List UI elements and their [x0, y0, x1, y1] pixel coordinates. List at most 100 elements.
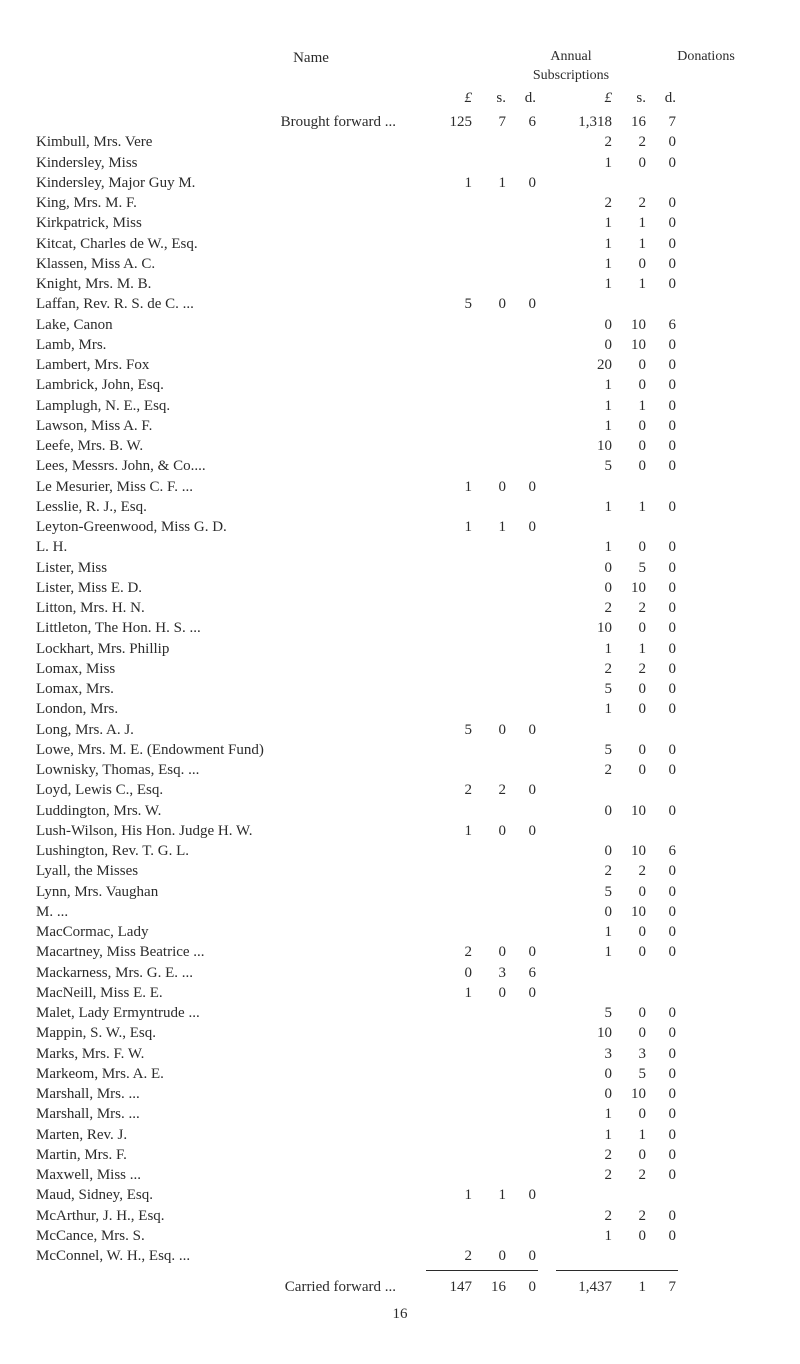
ledger-row: M. ...0100	[36, 902, 764, 922]
ledger-row: Kimbull, Mrs. Vere220	[36, 132, 764, 152]
entry-name: Laffan, Rev. R. S. de C. ...	[36, 294, 426, 314]
ledger-row: Lamplugh, N. E., Esq.110	[36, 396, 764, 416]
entry-name: Marks, Mrs. F. W.	[36, 1044, 426, 1064]
entry-name: L. H.	[36, 537, 426, 557]
header-d-2: d.	[646, 88, 676, 108]
ledger-row: Lushington, Rev. T. G. L.0106	[36, 841, 764, 861]
entry-name: Lake, Canon	[36, 315, 426, 335]
entry-name: Lynn, Mrs. Vaughan	[36, 882, 426, 902]
entry-name: McCance, Mrs. S.	[36, 1226, 426, 1246]
entry-name: McConnel, W. H., Esq. ...	[36, 1246, 426, 1266]
header-pound-2: £	[556, 88, 612, 108]
entry-name: Loyd, Lewis C., Esq.	[36, 780, 426, 800]
ledger-row: Lomax, Mrs.500	[36, 679, 764, 699]
entry-name: Lesslie, R. J., Esq.	[36, 497, 426, 517]
ledger-row: Lowe, Mrs. M. E. (Endowment Fund)500	[36, 740, 764, 760]
entry-name: Klassen, Miss A. C.	[36, 254, 426, 274]
entry-name: Lister, Miss E. D.	[36, 578, 426, 598]
entry-name: Leyton-Greenwood, Miss G. D.	[36, 517, 426, 537]
entry-name: King, Mrs. M. F.	[36, 193, 426, 213]
ledger-row: Lynn, Mrs. Vaughan500	[36, 882, 764, 902]
ledger-row: McArthur, J. H., Esq.220	[36, 1206, 764, 1226]
ledger-row: Lesslie, R. J., Esq.110	[36, 497, 764, 517]
ledger-row: Littleton, The Hon. H. S. ...1000	[36, 618, 764, 638]
totals-rule	[36, 1270, 764, 1271]
brought-forward-label: Brought forward ...	[36, 112, 426, 132]
entry-name: McArthur, J. H., Esq.	[36, 1206, 426, 1226]
entry-name: Lister, Miss	[36, 558, 426, 578]
entry-name: Lomax, Mrs.	[36, 679, 426, 699]
entry-name: Maxwell, Miss ...	[36, 1165, 426, 1185]
header-pound-1: £	[426, 88, 472, 108]
ledger-row: King, Mrs. M. F.220	[36, 193, 764, 213]
entry-name: Knight, Mrs. M. B.	[36, 274, 426, 294]
entry-name: Luddington, Mrs. W.	[36, 801, 426, 821]
brought-forward-row: Brought forward ... 125 7 6 1,318 16 7	[36, 112, 764, 132]
entry-name: Marten, Rev. J.	[36, 1125, 426, 1145]
entry-name: Malet, Lady Ermyntrude ...	[36, 1003, 426, 1023]
ledger-row: Laffan, Rev. R. S. de C. ...500	[36, 294, 764, 314]
entry-name: Markeom, Mrs. A. E.	[36, 1064, 426, 1084]
entry-name: Lamb, Mrs.	[36, 335, 426, 355]
ledger-row: Lownisky, Thomas, Esq. ...200	[36, 760, 764, 780]
ledger-row: McCance, Mrs. S.100	[36, 1226, 764, 1246]
ledger-rows: Kimbull, Mrs. Vere220Kindersley, Miss100…	[36, 132, 764, 1266]
entry-name: M. ...	[36, 902, 426, 922]
entry-name: Lush-Wilson, His Hon. Judge H. W.	[36, 821, 426, 841]
ledger-row: Knight, Mrs. M. B.110	[36, 274, 764, 294]
ledger-row: Lees, Messrs. John, & Co....500	[36, 456, 764, 476]
ledger-row: Le Mesurier, Miss C. F. ...100	[36, 477, 764, 497]
ledger-row: Kindersley, Miss100	[36, 153, 764, 173]
ledger-row: Luddington, Mrs. W.0100	[36, 801, 764, 821]
ledger-row: Loyd, Lewis C., Esq.220	[36, 780, 764, 800]
entry-name: Mappin, S. W., Esq.	[36, 1023, 426, 1043]
entry-name: Lockhart, Mrs. Phillip	[36, 639, 426, 659]
ledger-row: Lake, Canon0106	[36, 315, 764, 335]
header-name: Name	[36, 48, 506, 86]
entry-name: Mackarness, Mrs. G. E. ...	[36, 963, 426, 983]
ledger-row: L. H.100	[36, 537, 764, 557]
entry-name: Le Mesurier, Miss C. F. ...	[36, 477, 426, 497]
ledger-row: Marks, Mrs. F. W.330	[36, 1044, 764, 1064]
ledger-row: Lomax, Miss220	[36, 659, 764, 679]
entry-name: Kirkpatrick, Miss	[36, 213, 426, 233]
entry-name: Kindersley, Miss	[36, 153, 426, 173]
ledger-row: Malet, Lady Ermyntrude ...500	[36, 1003, 764, 1023]
ledger-row: Lockhart, Mrs. Phillip110	[36, 639, 764, 659]
ledger-row: Maxwell, Miss ...220	[36, 1165, 764, 1185]
ledger-row: Klassen, Miss A. C.100	[36, 254, 764, 274]
entry-name: London, Mrs.	[36, 699, 426, 719]
header-d-1: d.	[506, 88, 536, 108]
ledger-row: Mackarness, Mrs. G. E. ...036	[36, 963, 764, 983]
ledger-row: Lyall, the Misses220	[36, 861, 764, 881]
ledger-row: Lush-Wilson, His Hon. Judge H. W.100	[36, 821, 764, 841]
entry-name: Macartney, Miss Beatrice ...	[36, 942, 426, 962]
ledger-row: Mappin, S. W., Esq.1000	[36, 1023, 764, 1043]
header-donations: Donations	[636, 48, 776, 86]
ledger-row: McConnel, W. H., Esq. ...200	[36, 1246, 764, 1266]
ledger-row: MacNeill, Miss E. E.100	[36, 983, 764, 1003]
ledger-row: Lambert, Mrs. Fox2000	[36, 355, 764, 375]
ledger-row: Marshall, Mrs. ...0100	[36, 1084, 764, 1104]
entry-name: Lushington, Rev. T. G. L.	[36, 841, 426, 861]
entry-name: Marshall, Mrs. ...	[36, 1084, 426, 1104]
header-s-1: s.	[472, 88, 506, 108]
entry-name: Littleton, The Hon. H. S. ...	[36, 618, 426, 638]
entry-name: Lownisky, Thomas, Esq. ...	[36, 760, 426, 780]
carried-forward-label: Carried forward ...	[36, 1277, 426, 1297]
entry-name: Lambrick, John, Esq.	[36, 375, 426, 395]
ledger-row: Kirkpatrick, Miss110	[36, 213, 764, 233]
entry-name: Maud, Sidney, Esq.	[36, 1185, 426, 1205]
ledger-row: Lamb, Mrs.0100	[36, 335, 764, 355]
entry-name: Litton, Mrs. H. N.	[36, 598, 426, 618]
entry-name: Marshall, Mrs. ...	[36, 1104, 426, 1124]
entry-name: Kimbull, Mrs. Vere	[36, 132, 426, 152]
entry-name: Leefe, Mrs. B. W.	[36, 436, 426, 456]
ledger-row: Kitcat, Charles de W., Esq.110	[36, 234, 764, 254]
entry-name: Lyall, the Misses	[36, 861, 426, 881]
header-s-2: s.	[612, 88, 646, 108]
ledger-row: MacCormac, Lady100	[36, 922, 764, 942]
entry-name: Lambert, Mrs. Fox	[36, 355, 426, 375]
page-number: 16	[36, 1304, 764, 1324]
sub-headers: £ s. d. £ s. d.	[36, 88, 764, 108]
